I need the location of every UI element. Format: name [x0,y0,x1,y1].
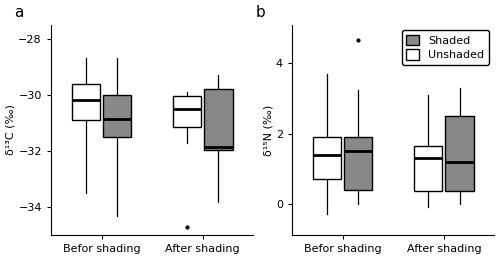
Legend: Shaded, Unshaded: Shaded, Unshaded [402,30,489,64]
Bar [344,137,372,190]
Bar [446,116,473,191]
Text: a: a [14,5,24,20]
Bar [204,89,233,150]
Bar [313,137,341,179]
Text: b: b [256,5,266,20]
Y-axis label: δ¹⁵N (‰): δ¹⁵N (‰) [263,104,273,156]
Bar [72,84,100,120]
Bar [414,146,442,191]
Y-axis label: δ¹³C (‰): δ¹³C (‰) [6,105,16,155]
Bar [173,96,202,127]
Bar [103,95,132,137]
